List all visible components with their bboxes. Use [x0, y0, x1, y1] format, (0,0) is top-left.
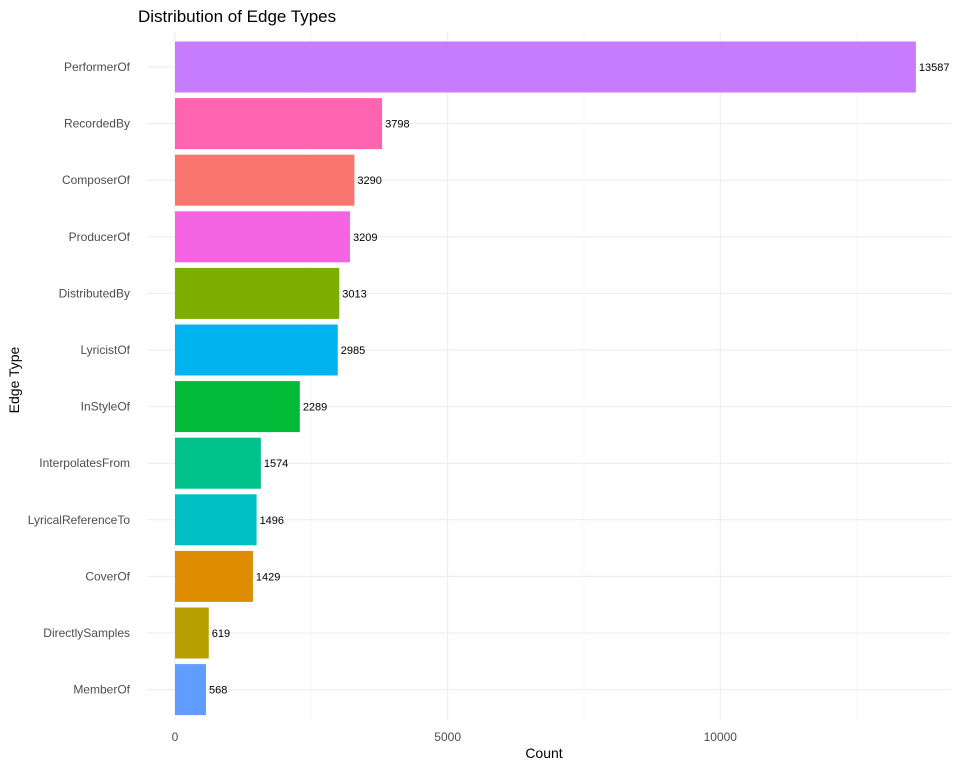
x-axis-tick-labels: 0 5000 10000	[172, 730, 738, 744]
bar-value-label: 3209	[353, 232, 377, 244]
bar-value-label: 1429	[256, 571, 280, 583]
bar-value-label: 2985	[341, 345, 365, 357]
bar	[175, 494, 257, 546]
bars	[175, 41, 916, 716]
y-tick-label: RecordedBy	[64, 117, 130, 131]
y-tick-label: DistributedBy	[59, 286, 130, 300]
y-tick-label: LyricalReferenceTo	[28, 513, 131, 527]
bar	[175, 267, 340, 319]
bar-value-label: 3290	[357, 175, 381, 187]
bar-value-label: 2289	[303, 402, 327, 414]
bar-value-label: 13587	[919, 62, 950, 74]
chart-title: Distribution of Edge Types	[138, 7, 336, 26]
x-axis-title: Count	[525, 745, 562, 761]
y-tick-label: MemberOf	[73, 683, 130, 697]
bar	[175, 98, 383, 150]
bar	[175, 211, 350, 263]
y-tick-label: DirectlySamples	[43, 626, 130, 640]
x-tick-label: 10000	[704, 730, 738, 744]
bar-value-label: 3798	[385, 119, 409, 131]
bar	[175, 607, 209, 659]
y-tick-label: LyricistOf	[80, 343, 130, 357]
bar	[175, 381, 300, 433]
y-axis-title: Edge Type	[6, 346, 22, 413]
bar	[175, 41, 916, 93]
y-tick-label: InStyleOf	[81, 400, 131, 414]
y-tick-label: InterpolatesFrom	[39, 456, 130, 470]
bar-value-label: 1496	[260, 515, 284, 527]
bar	[175, 664, 206, 716]
bar	[175, 154, 355, 206]
bar-value-label: 3013	[342, 288, 366, 300]
x-tick-label: 0	[172, 730, 179, 744]
y-tick-label: CoverOf	[85, 569, 130, 583]
bar	[175, 550, 253, 602]
y-tick-label: PerformerOf	[64, 60, 131, 74]
y-tick-label: ComposerOf	[62, 173, 131, 187]
bar	[175, 437, 261, 489]
data-labels: 13587 3798 3290 3209 3013 2985 2289 1574 1496 142…	[209, 62, 950, 697]
bar	[175, 324, 338, 376]
y-tick-label: ProducerOf	[69, 230, 131, 244]
bar-value-label: 619	[212, 628, 230, 640]
y-axis-tick-labels: PerformerOf RecordedBy ComposerOf ProducerO…	[28, 60, 131, 697]
bar-value-label: 1574	[264, 458, 288, 470]
x-tick-label: 5000	[434, 730, 461, 744]
bar-value-label: 568	[209, 685, 227, 697]
